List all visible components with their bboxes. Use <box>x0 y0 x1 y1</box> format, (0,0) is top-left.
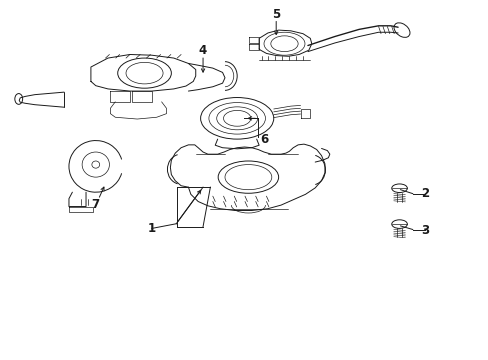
Text: 6: 6 <box>259 133 267 146</box>
Ellipse shape <box>82 152 109 177</box>
Ellipse shape <box>391 220 407 228</box>
Ellipse shape <box>92 161 100 168</box>
Text: 1: 1 <box>147 222 156 235</box>
Text: 3: 3 <box>420 224 428 237</box>
Text: 2: 2 <box>420 187 428 200</box>
Text: 4: 4 <box>199 44 207 57</box>
Text: 7: 7 <box>92 198 100 211</box>
Ellipse shape <box>118 58 171 88</box>
Ellipse shape <box>264 32 305 55</box>
Ellipse shape <box>126 62 163 84</box>
Ellipse shape <box>224 165 271 190</box>
Ellipse shape <box>270 36 298 51</box>
Ellipse shape <box>15 94 22 104</box>
Text: 5: 5 <box>271 8 280 21</box>
Ellipse shape <box>218 161 278 193</box>
Ellipse shape <box>391 184 407 193</box>
Ellipse shape <box>393 23 409 37</box>
